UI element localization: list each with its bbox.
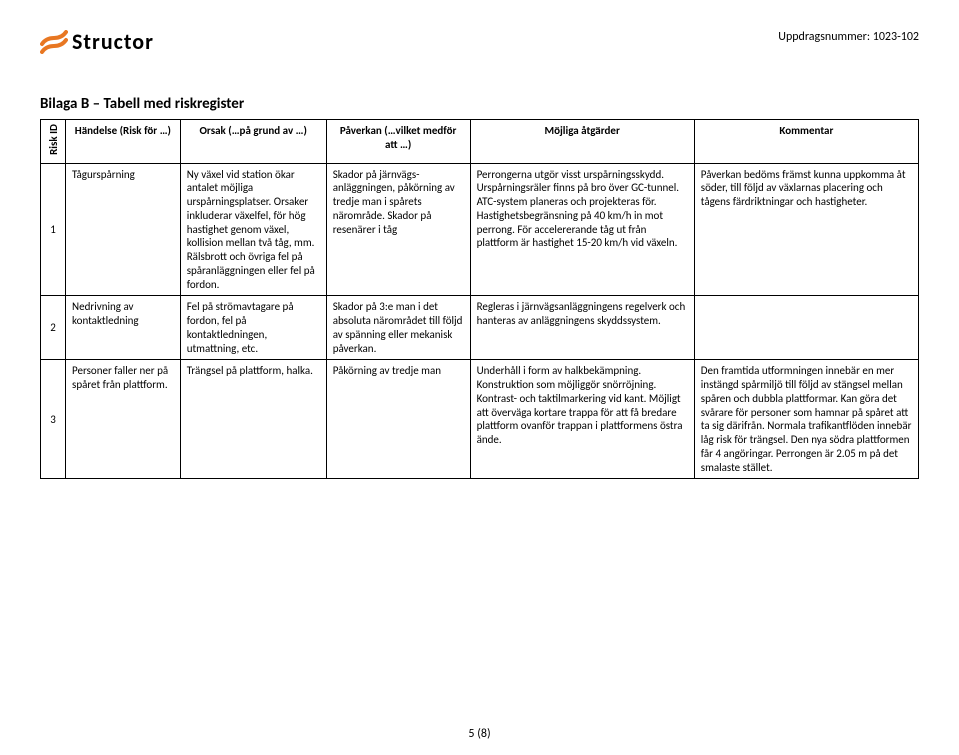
col-header-impact: Påverkan (…vilket medför att …) [326, 120, 470, 164]
cell-comment: Påverkan bedöms främst kunna uppkomma åt… [694, 163, 918, 296]
cell-actions: Underhåll i form av halkbekämpning. Kons… [470, 360, 694, 479]
col-header-id: Risk ID [41, 120, 66, 164]
cell-impact: Skador på järnvägs-anläggningen, påkörni… [326, 163, 470, 296]
cell-cause: Trängsel på plattform, halka. [180, 360, 326, 479]
cell-event: Tågurspårning [66, 163, 181, 296]
cell-comment [694, 296, 918, 360]
assignment-number: Uppdragsnummer: 1023-102 [778, 30, 919, 44]
col-header-event: Händelse (Risk för …) [66, 120, 181, 164]
table-row: 3 Personer faller ner på spåret från pla… [41, 360, 919, 479]
cell-id: 1 [41, 163, 66, 296]
cell-event: Personer faller ner på spåret från platt… [66, 360, 181, 479]
col-header-actions: Möjliga åtgärder [470, 120, 694, 164]
cell-id: 3 [41, 360, 66, 479]
risk-register-table: Risk ID Händelse (Risk för …) Orsak (…på… [40, 119, 919, 479]
cell-actions: Perrongerna utgör visst urspårningsskydd… [470, 163, 694, 296]
page-number: 5 (8) [0, 727, 959, 741]
cell-event: Nedrivning av kontaktledning [66, 296, 181, 360]
table-header-row: Risk ID Händelse (Risk för …) Orsak (…på… [41, 120, 919, 164]
logo-mark-icon [40, 30, 68, 54]
col-header-cause: Orsak (…på grund av …) [180, 120, 326, 164]
cell-cause: Ny växel vid station ökar antalet möjlig… [180, 163, 326, 296]
cell-actions: Regleras i järnvägsanläggningens regelve… [470, 296, 694, 360]
table-row: 2 Nedrivning av kontaktledning Fel på st… [41, 296, 919, 360]
logo-text: Structor [72, 28, 154, 55]
col-header-comment: Kommentar [694, 120, 918, 164]
logo: Structor [40, 28, 154, 55]
table-row: 1 Tågurspårning Ny växel vid station öka… [41, 163, 919, 296]
cell-impact: Påkörning av tredje man [326, 360, 470, 479]
cell-impact: Skador på 3:e man i det absoluta närområ… [326, 296, 470, 360]
cell-cause: Fel på strömavtagare på fordon, fel på k… [180, 296, 326, 360]
page-title: Bilaga B – Tabell med riskregister [40, 95, 919, 113]
cell-id: 2 [41, 296, 66, 360]
cell-comment: Den framtida utformningen innebär en mer… [694, 360, 918, 479]
